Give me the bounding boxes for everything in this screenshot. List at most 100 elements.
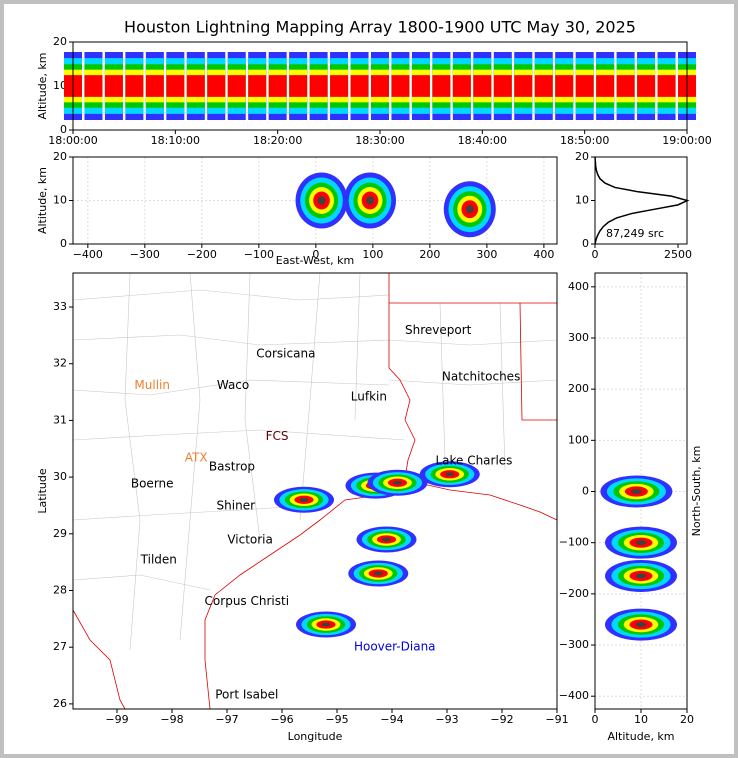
- x-axis-label: Altitude, km: [607, 730, 674, 743]
- x-tick-label: 18:10:00: [151, 134, 200, 147]
- y-tick-label: 0: [582, 485, 589, 498]
- y-tick-label: 0: [60, 237, 67, 250]
- source-density: [125, 75, 144, 97]
- x-tick-label: 100: [362, 248, 383, 261]
- place-label: FCS: [266, 429, 289, 443]
- x-axis-label: East-West, km: [276, 254, 354, 267]
- y-tick-label: 200: [568, 382, 589, 395]
- source-density: [514, 75, 533, 97]
- source-density: [465, 205, 474, 214]
- place-label: Bastrop: [209, 459, 255, 473]
- annotation: 87,249 src: [606, 227, 664, 240]
- y-tick-label: 10: [575, 194, 589, 207]
- place-label: Lufkin: [351, 390, 387, 404]
- y-tick-label: 20: [53, 35, 67, 48]
- place-label: Hoover-Diana: [354, 640, 436, 654]
- x-axis-label: Longitude: [288, 730, 343, 743]
- place-label: Shreveport: [405, 323, 472, 337]
- x-tick-label: 18:20:00: [253, 134, 302, 147]
- y-tick-label: 400: [568, 280, 589, 293]
- source-density: [268, 75, 287, 97]
- place-label: Port Isabel: [215, 687, 278, 701]
- y-tick-label: 0: [60, 123, 67, 136]
- source-density: [289, 75, 308, 97]
- y-tick-label: 300: [568, 331, 589, 344]
- plot-frame: [594, 272, 688, 710]
- y-tick-label: 20: [53, 150, 67, 163]
- y-tick-label: 28: [53, 584, 67, 597]
- x-tick-label: 0: [592, 713, 599, 726]
- source-density: [145, 75, 164, 97]
- source-density: [635, 540, 647, 546]
- x-tick-label: −100: [244, 248, 274, 261]
- place-label: Tilden: [140, 552, 177, 566]
- source-density: [330, 75, 349, 97]
- source-density: [207, 75, 226, 97]
- place-label: Lake Charles: [435, 454, 512, 468]
- source-density: [309, 75, 328, 97]
- source-density: [227, 75, 246, 97]
- source-density: [493, 75, 512, 97]
- y-axis-label: Altitude, km: [36, 52, 49, 119]
- county-lines: [72, 272, 558, 651]
- place-label: Shiner: [217, 499, 256, 513]
- y-axis-label: Latitude: [36, 468, 49, 514]
- source-density: [452, 75, 471, 97]
- y-tick-label: 10: [53, 194, 67, 207]
- state-borders: [388, 273, 557, 479]
- plot-frame: [594, 156, 688, 245]
- x-tick-label: 20: [680, 713, 694, 726]
- source-density: [373, 571, 383, 576]
- source-density: [637, 75, 656, 97]
- source-density: [393, 480, 402, 485]
- x-tick-label: −300: [130, 248, 160, 261]
- x-tick-label: −400: [73, 248, 103, 261]
- x-tick-label: 10: [634, 713, 648, 726]
- x-tick-label: −95: [325, 713, 348, 726]
- source-density: [317, 196, 326, 205]
- place-label: Waco: [217, 378, 249, 392]
- y-tick-label: 30: [53, 470, 67, 483]
- plot-frame: [72, 41, 688, 131]
- y-tick-label: 33: [53, 300, 67, 313]
- x-tick-label: 18:00:00: [48, 134, 97, 147]
- y-tick-label: 100: [568, 433, 589, 446]
- source-density: [575, 75, 594, 97]
- x-tick-label: −99: [105, 713, 128, 726]
- y-tick-label: −400: [559, 689, 589, 702]
- source-density: [596, 75, 615, 97]
- x-tick-label: −92: [490, 713, 513, 726]
- source-density: [555, 75, 574, 97]
- source-density: [371, 75, 389, 97]
- y-tick-label: −200: [559, 587, 589, 600]
- source-density: [84, 75, 103, 97]
- y-tick-label: 20: [575, 150, 589, 163]
- y-tick-label: 26: [53, 697, 67, 710]
- source-density: [248, 75, 267, 97]
- x-tick-label: 0: [312, 248, 319, 261]
- source-density: [635, 622, 647, 627]
- x-tick-label: 18:30:00: [355, 134, 404, 147]
- place-label: Corsicana: [256, 347, 315, 361]
- y-tick-label: 27: [53, 640, 67, 653]
- chart-title: Houston Lightning Mapping Array 1800-190…: [124, 18, 636, 37]
- y-tick-label: 10: [53, 79, 67, 92]
- x-tick-label: 18:40:00: [458, 134, 507, 147]
- x-tick-label: 200: [419, 248, 440, 261]
- place-label: Victoria: [227, 533, 273, 547]
- y-tick-label: 32: [53, 357, 67, 370]
- plot-frame: [72, 272, 558, 710]
- place-label: Corpus Christi: [205, 594, 290, 608]
- source-density: [445, 472, 455, 477]
- x-tick-label: −97: [215, 713, 238, 726]
- source-density: [299, 497, 309, 502]
- source-density: [104, 75, 123, 97]
- place-label: Natchitoches: [442, 369, 520, 383]
- source-density: [186, 75, 205, 97]
- source-density: [616, 75, 635, 97]
- source-density: [473, 75, 492, 97]
- x-tick-label: 2500: [664, 248, 692, 261]
- x-tick-label: −93: [435, 713, 458, 726]
- place-label: ATX: [185, 450, 208, 464]
- source-density: [631, 489, 642, 494]
